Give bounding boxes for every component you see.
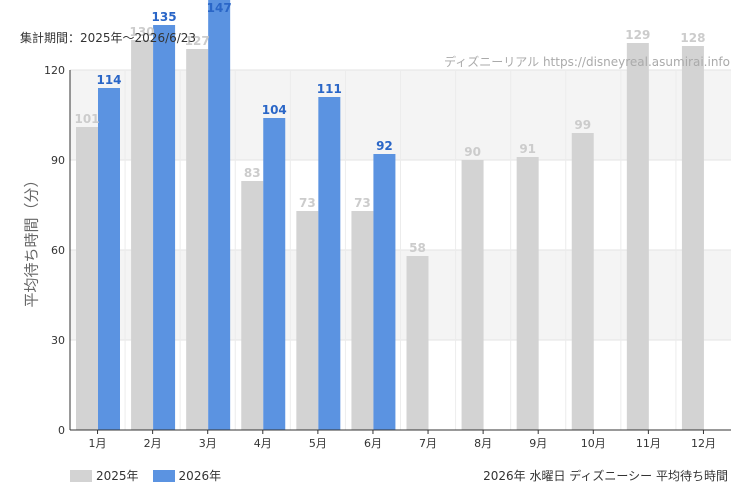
x-tick-label: 10月 [581,437,606,450]
y-tick-label: 60 [51,244,65,257]
bar-2025-8月[interactable] [461,160,484,430]
x-tick-label: 2月 [144,437,162,450]
x-tick-label: 7月 [419,437,437,450]
legend: 2025年 2026年 [70,467,221,484]
bar-2026-4月[interactable] [263,118,286,430]
gridlines [70,69,731,430]
bar-2025-6月[interactable] [351,211,374,430]
y-tick-label: 90 [51,154,65,167]
x-tick-label: 9月 [529,437,547,450]
x-tick-label: 4月 [254,437,272,450]
bar-2025-7月[interactable] [406,256,429,430]
bar-value-label: 129 [625,28,650,42]
legend-swatch-2025 [70,469,92,482]
bar-value-label: 130 [130,25,155,39]
bar-value-label: 73 [354,196,371,210]
axes: 0 30 60 90 120 1月 2月 3月 4月 5月 6月 7月 8月 9月 10月 11月 12月 [44,64,731,450]
legend-item-2026[interactable]: 2026年 [152,467,222,484]
bar-value-label: 73 [299,196,316,210]
bar-2025-11月[interactable] [626,43,649,430]
bar-value-label: 99 [574,118,591,132]
bar-2025-9月[interactable] [516,157,539,430]
bar-2026-1月[interactable] [98,88,120,430]
bar-value-label: 90 [464,145,481,159]
bar-value-label: 83 [244,166,261,180]
chart-footer-title: 2026年 水曜日 ディズニーシー 平均待ち時間 [483,469,728,483]
legend-label-2025: 2025年 [96,469,139,483]
bar-2026-3月[interactable] [208,0,231,430]
bar-2025-1月[interactable] [76,127,98,430]
bar-2025-2月[interactable] [131,40,154,430]
bar-2026-6月[interactable] [373,154,396,430]
y-tick-label: 120 [44,64,65,77]
bar-value-label: 58 [409,241,426,255]
data-labels: 101 130 127 83 73 73 58 90 91 99 129 128 114 135 147 10… [74,1,705,255]
y-tick-label: 30 [51,334,65,347]
period-label: 集計期間：2025年～2026/6/23 [20,31,197,45]
watermark: ディズニーリアル https://disneyreal.asumirai.inf… [444,55,730,69]
bar-value-label: 114 [96,73,121,87]
bar-value-label: 128 [680,31,705,45]
bar-value-label: 91 [519,142,536,156]
x-tick-label: 11月 [636,437,661,450]
bar-2026-5月[interactable] [318,97,341,430]
bar-2025-12月[interactable] [681,46,704,430]
bar-value-label: 111 [317,82,342,96]
bar-value-label: 135 [152,10,177,24]
x-tick-label: 5月 [309,437,327,450]
x-tick-label: 12月 [691,437,716,450]
legend-label-2026: 2026年 [178,469,222,483]
bar-value-label: 127 [185,34,210,48]
bar-value-label: 101 [74,112,99,126]
x-tick-label: 8月 [474,437,492,450]
bar-2025-3月[interactable] [186,49,209,430]
bars [76,0,704,430]
legend-swatch-2026 [152,469,175,482]
bar-2025-4月[interactable] [241,181,264,430]
x-tick-label: 6月 [364,437,382,450]
bar-value-label: 147 [207,1,232,15]
y-axis-title: 平均待ち時間（分） [22,172,41,308]
bar-value-label: 92 [376,139,393,153]
x-tick-label: 1月 [89,437,107,450]
legend-item-2025[interactable]: 2025年 [70,467,139,484]
y-tick-label: 0 [58,424,65,437]
bar-2026-2月[interactable] [153,25,176,430]
bar-value-label: 104 [262,103,287,117]
x-tick-label: 3月 [199,437,217,450]
bar-2025-5月[interactable] [296,211,319,430]
bar-2025-10月[interactable] [571,133,594,430]
